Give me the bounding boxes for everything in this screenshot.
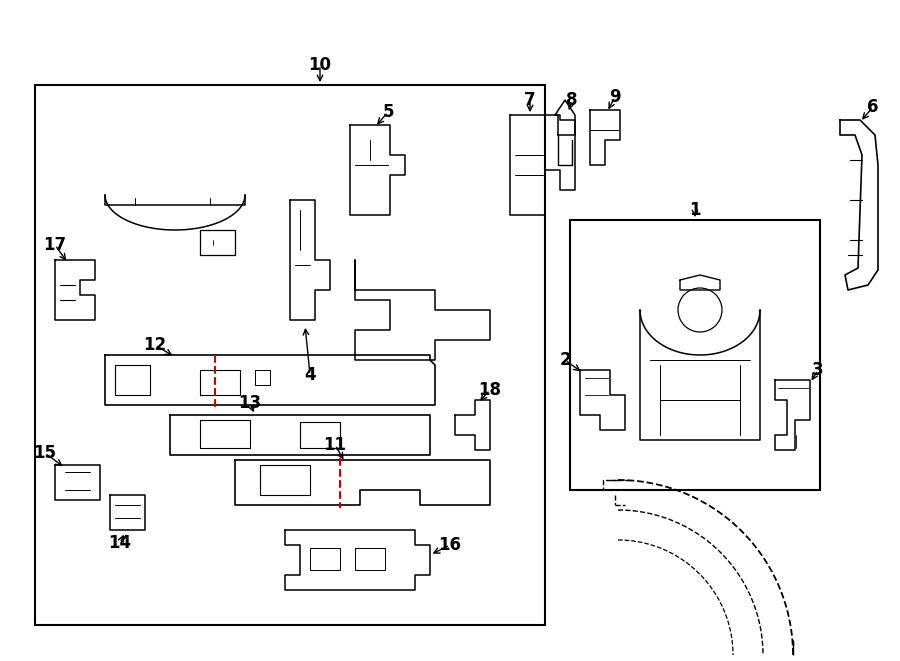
Text: 9: 9	[609, 88, 621, 106]
Text: 17: 17	[43, 236, 67, 254]
Text: 2: 2	[559, 351, 571, 369]
Text: 8: 8	[566, 91, 578, 109]
Text: 14: 14	[108, 534, 131, 552]
Text: 13: 13	[238, 394, 262, 412]
Text: 11: 11	[323, 436, 346, 454]
Text: 18: 18	[479, 381, 501, 399]
Text: 3: 3	[812, 361, 824, 379]
Text: 5: 5	[382, 103, 394, 121]
Bar	[35, 85, 545, 625]
Text: 7: 7	[524, 91, 536, 109]
Text: 10: 10	[309, 56, 331, 74]
Text: 6: 6	[868, 98, 878, 116]
Text: 15: 15	[33, 444, 57, 462]
Text: 4: 4	[304, 366, 316, 384]
Text: 12: 12	[143, 336, 166, 354]
Bar	[570, 220, 820, 490]
Text: 1: 1	[689, 201, 701, 219]
Text: 16: 16	[438, 536, 462, 554]
